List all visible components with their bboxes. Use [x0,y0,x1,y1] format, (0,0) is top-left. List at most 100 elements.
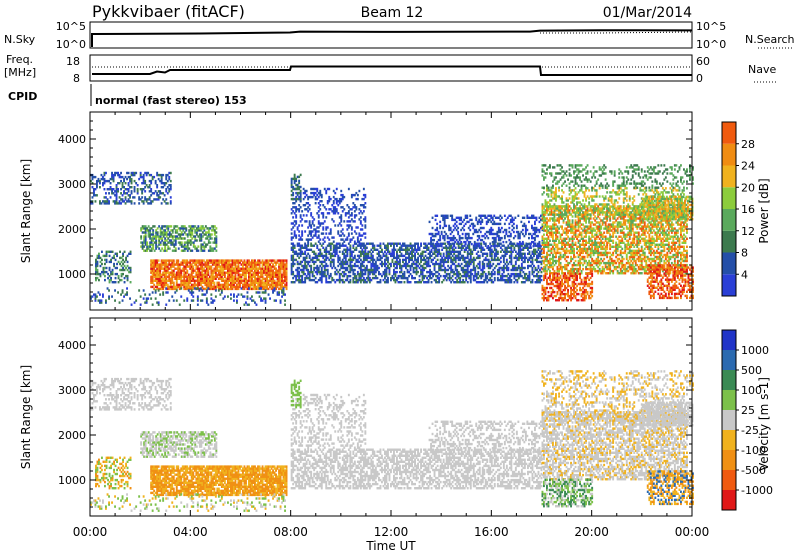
radar-cell [152,237,155,240]
radar-cell [358,234,361,237]
radar-cell [457,242,460,245]
radar-cell [490,245,493,248]
radar-cell [158,239,161,242]
radar-cell [269,277,271,280]
radar-cell [150,269,153,272]
radar-cell [200,243,203,246]
radar-cell [469,278,472,282]
radar-cell [514,254,517,258]
radar-cell [270,285,273,289]
radar-cell [361,228,364,231]
radar-cell [433,234,435,238]
radar-cell [110,270,112,274]
radar-cell [193,287,196,290]
radar-cell [323,274,326,278]
radar-cell [302,252,305,255]
radar-cell [433,244,436,247]
radar-cell [453,262,456,266]
radar-cell [171,259,174,262]
radar-cell [314,228,317,231]
radar-cell [228,287,231,291]
radar-cell [159,287,162,291]
radar-cell [355,276,358,280]
radar-cell [527,252,529,255]
radar-cell [258,295,261,298]
radar-cell [359,216,362,219]
radar-cell [361,197,364,201]
radar-cell [165,182,168,185]
radar-cell [498,266,501,270]
radar-cell [151,200,154,203]
radar-cell [120,171,122,175]
radar-cell [279,261,282,264]
radar-cell [540,262,543,266]
radar-cell [347,281,350,284]
radar-cell [296,278,299,282]
radar-cell [269,259,271,262]
radar-cell [319,193,322,197]
radar-cell [222,283,225,287]
radar-cell [156,265,159,268]
radar-cell [497,222,500,226]
radar-cell [146,243,149,246]
radar-cell [290,177,293,181]
radar-cell [508,250,511,253]
radar-cell [362,187,365,191]
radar-cell [346,254,349,258]
radar-cell [531,234,533,238]
radar-cell [117,171,119,175]
radar-cell [267,273,270,276]
radar-cell [142,289,145,292]
radar-cell [129,186,131,189]
radar-cell [90,202,92,205]
radar-cell [230,275,232,278]
radar-cell [123,295,125,298]
radar-cell [473,228,476,232]
radar-cell [450,260,453,264]
radar-cell [126,287,128,290]
radar-cell [223,273,226,276]
radar-cell [469,260,472,264]
radar-cell [213,259,216,262]
radar-cell [186,299,189,302]
radar-cell [267,267,270,270]
radar-cell [168,188,171,191]
radar-cell [430,250,433,253]
radar-cell [190,283,193,287]
radar-cell [183,287,186,291]
radar-cell [299,260,302,264]
radar-cell [208,275,211,278]
radar-cell [378,258,380,262]
radar-cell [301,210,304,213]
radar-cell [139,295,142,298]
radar-cell [352,244,355,247]
radar-cell [175,279,178,282]
radar-cell [108,281,111,284]
radar-cell [447,254,450,258]
radar-cell [96,186,98,189]
radar-cell [234,261,237,264]
radar-cell [281,277,283,280]
radar-cell [362,250,365,253]
radar-cell [177,263,180,266]
radar-cell [367,272,370,276]
radar-cell [385,274,388,278]
radar-cell [441,268,444,272]
radar-cell [302,266,305,270]
radar-cell [298,210,301,213]
radar-cell [290,208,293,211]
radar-cell [103,173,106,177]
radar-cell [393,264,395,268]
radar-cell [353,216,356,219]
radar-cell [275,275,277,278]
radar-cell [220,269,223,272]
radar-cell [120,256,123,260]
radar-cell [162,261,165,264]
radar-cell [451,258,454,262]
radar-cell [492,262,495,266]
radar-cell [180,295,183,298]
radar-cell [290,264,293,268]
radar-cell [393,244,395,247]
radar-cell [177,283,180,287]
radar-cell [361,278,364,282]
